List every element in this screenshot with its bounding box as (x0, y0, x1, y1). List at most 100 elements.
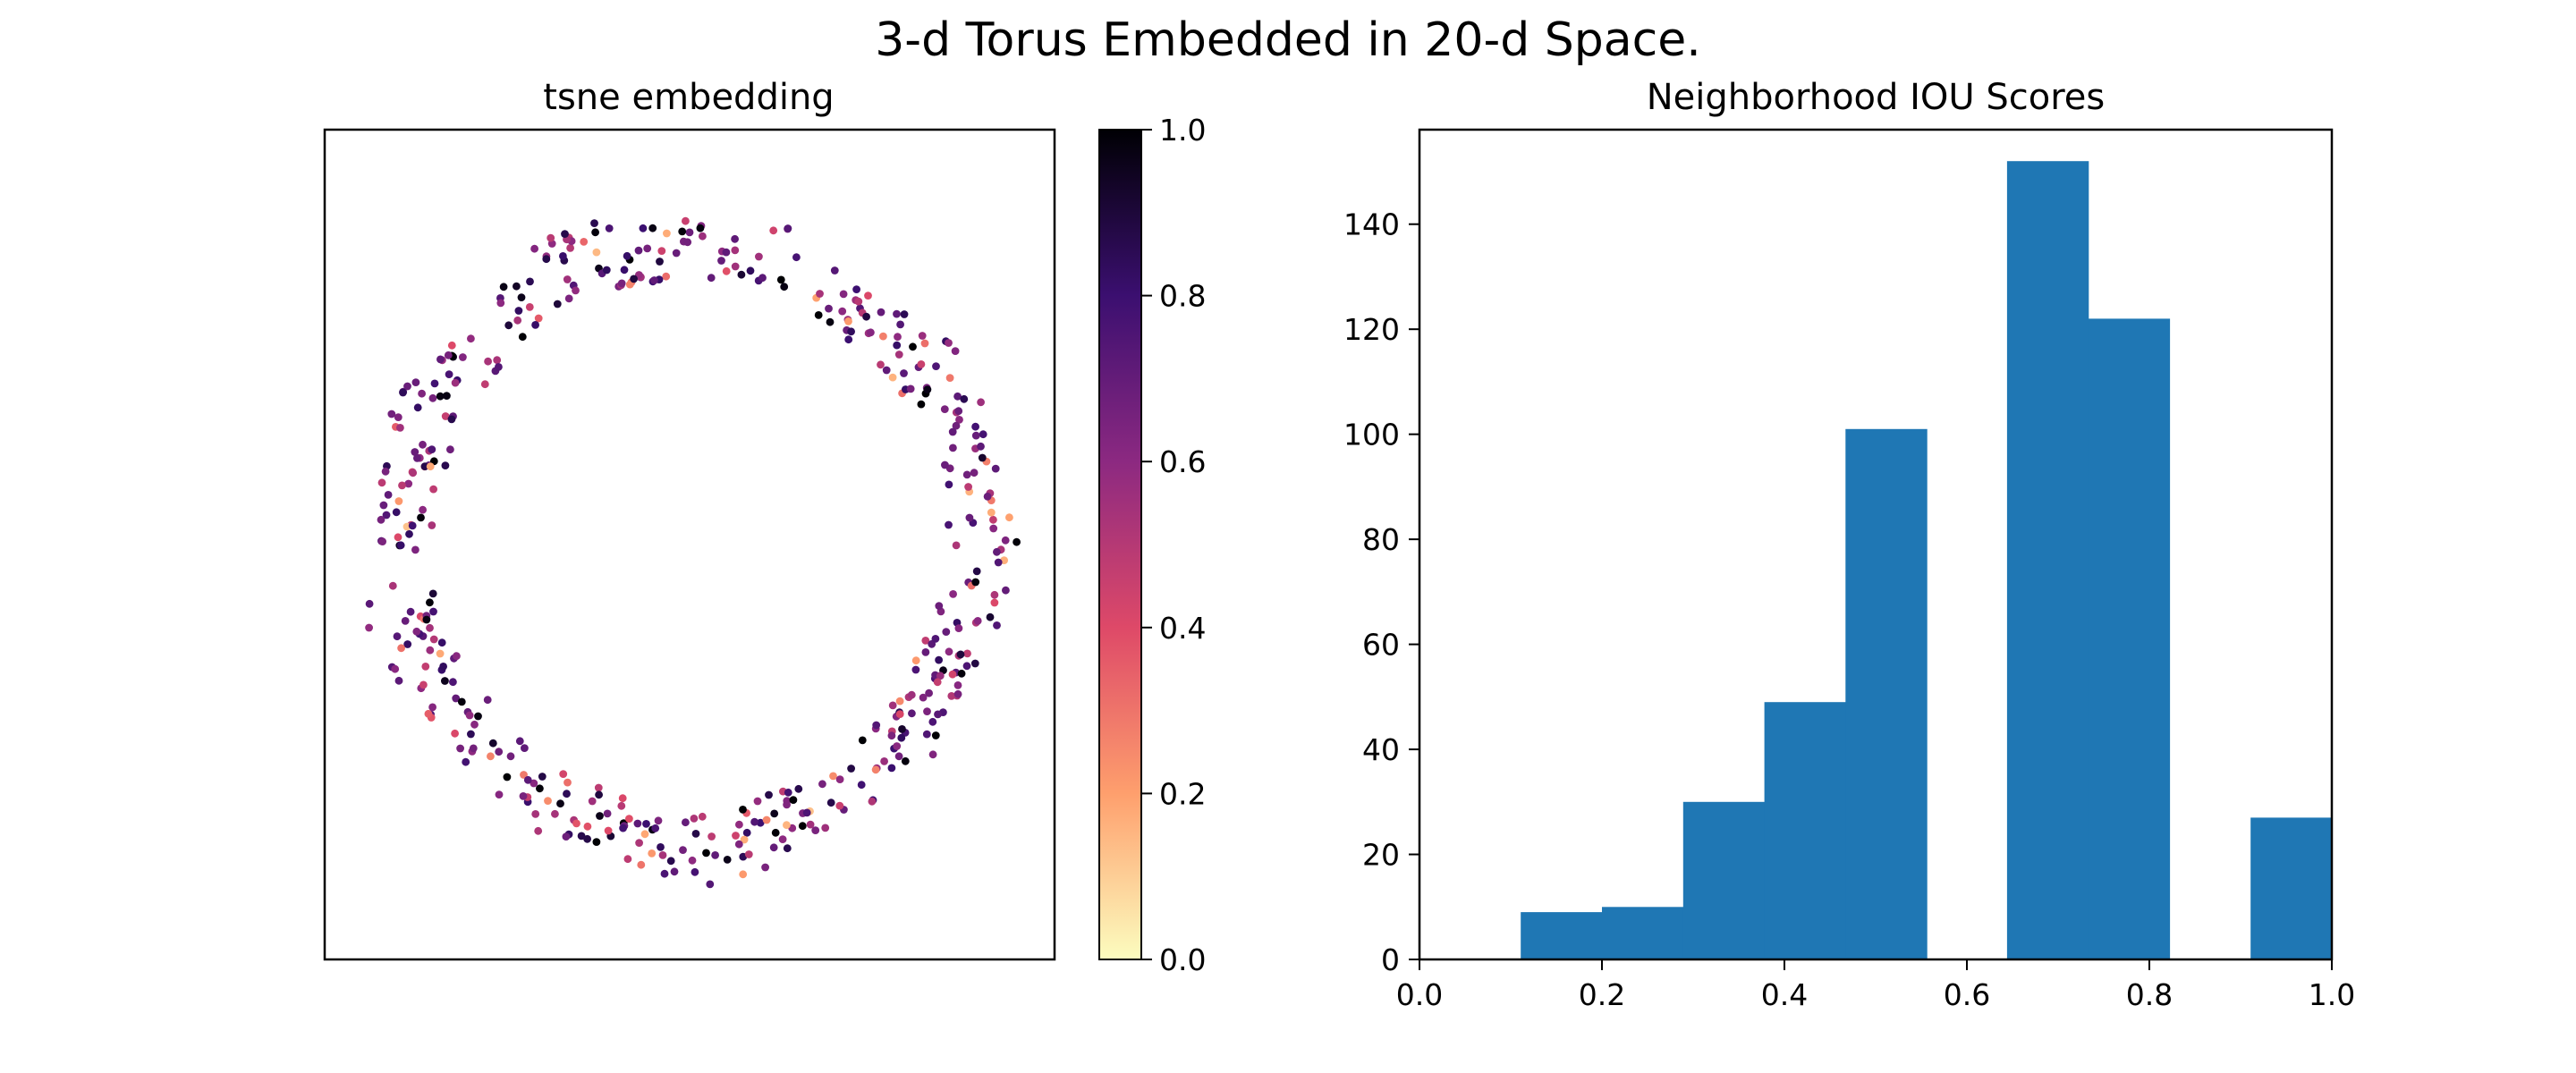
scatter-point (643, 244, 652, 253)
scatter-point (365, 623, 373, 632)
scatter-point (862, 312, 870, 321)
scatter-point (1002, 586, 1010, 595)
scatter-point (437, 638, 446, 647)
scatter-point (691, 867, 699, 876)
scatter-point (391, 664, 400, 673)
histogram-bar (2250, 817, 2333, 959)
scatter-point (424, 709, 433, 718)
scatter-point (480, 380, 489, 389)
scatter-point (572, 819, 580, 828)
scatter-point (436, 392, 445, 401)
scatter-point (771, 828, 780, 837)
scatter-point (953, 681, 962, 689)
scatter-point (439, 663, 447, 671)
scatter-point (852, 285, 860, 293)
scatter-point (421, 663, 430, 671)
scatter-point (945, 480, 953, 489)
scatter-point (909, 342, 917, 351)
scatter-point (917, 360, 926, 368)
scatter-point (620, 266, 629, 275)
scatter-point (965, 513, 974, 522)
scatter-point (531, 810, 540, 818)
scatter-point (381, 467, 390, 476)
scatter-point (603, 809, 612, 818)
scatter-point (452, 694, 461, 703)
scatter-point (428, 445, 436, 453)
scatter-point (877, 360, 885, 369)
x-tick-label: 0.4 (1761, 977, 1808, 1012)
scatter-point (487, 752, 495, 761)
scatter-point (405, 529, 413, 538)
scatter-point (962, 662, 971, 671)
scatter-point (467, 334, 475, 343)
histogram-axes-frame (1418, 128, 2334, 961)
colorbar-tick-label: 0.6 (1159, 444, 1206, 479)
scatter-point (449, 678, 457, 687)
scatter-point (734, 840, 743, 849)
scatter-point (742, 828, 751, 837)
scatter-point (553, 300, 562, 308)
scatter-point (640, 830, 649, 839)
scatter-point (566, 244, 574, 252)
scatter-point (441, 461, 450, 469)
scatter-point (602, 266, 611, 275)
scatter-point (633, 819, 642, 828)
histogram-x-ticks: 0.0 0.2 0.4 0.6 0.8 1.0 (1396, 959, 2355, 1012)
scatter-point (618, 794, 627, 803)
scatter-point (953, 689, 962, 698)
scatter-point (872, 721, 881, 730)
scatter-point (394, 533, 402, 542)
scatter-point (495, 790, 504, 798)
scatter-point (672, 249, 681, 258)
histogram-panel: Neighborhood IOU Scores 0.0 0.2 0.4 0.6 0.8 1… (1343, 77, 2355, 1012)
scatter-point (563, 790, 571, 798)
scatter-point (949, 444, 957, 452)
scatter-point (556, 799, 564, 808)
histogram-bars (1521, 161, 2333, 959)
scatter-point (765, 790, 773, 799)
scatter-point (426, 623, 434, 632)
scatter-title: tsne embedding (543, 77, 834, 118)
scatter-point (394, 413, 402, 421)
scatter-point (592, 838, 601, 846)
scatter-point (396, 424, 404, 432)
scatter-point (577, 832, 586, 841)
scatter-point (559, 252, 567, 260)
scatter-point (409, 469, 418, 477)
scatter-point (907, 690, 916, 699)
scatter-point (648, 224, 657, 232)
scatter-point (394, 676, 403, 685)
scatter-point (591, 228, 599, 237)
colorbar-ticks: 0.0 0.2 0.4 0.6 0.8 1.0 (1141, 113, 1206, 977)
scatter-point (551, 809, 559, 818)
scatter-point (429, 485, 437, 494)
y-tick-label: 0 (1381, 942, 1400, 977)
scatter-point (717, 257, 725, 265)
scatter-point (447, 341, 456, 350)
scatter-point (867, 328, 875, 337)
scatter-point (426, 462, 435, 471)
scatter-point (994, 558, 1003, 567)
x-tick-label: 0.0 (1396, 977, 1443, 1012)
scatter-point (483, 696, 492, 705)
scatter-point (990, 590, 999, 599)
scatter-point (561, 230, 569, 238)
y-tick-label: 100 (1343, 418, 1400, 452)
scatter-point (970, 659, 979, 668)
scatter-point (783, 844, 792, 853)
scatter-point (451, 378, 460, 387)
scatter-point (419, 680, 428, 689)
scatter-point (377, 515, 386, 524)
scatter-point (474, 712, 482, 721)
scatter-point (590, 219, 598, 228)
scatter-point (847, 765, 855, 773)
scatter-point (931, 635, 940, 643)
scatter-point (920, 339, 929, 348)
scatter-point (426, 646, 435, 655)
scatter-point (657, 843, 665, 851)
scatter-point (879, 332, 887, 341)
scatter-point (953, 392, 962, 401)
scatter-point (519, 792, 528, 800)
scatter-point (977, 442, 985, 451)
scatter-point (536, 784, 544, 793)
